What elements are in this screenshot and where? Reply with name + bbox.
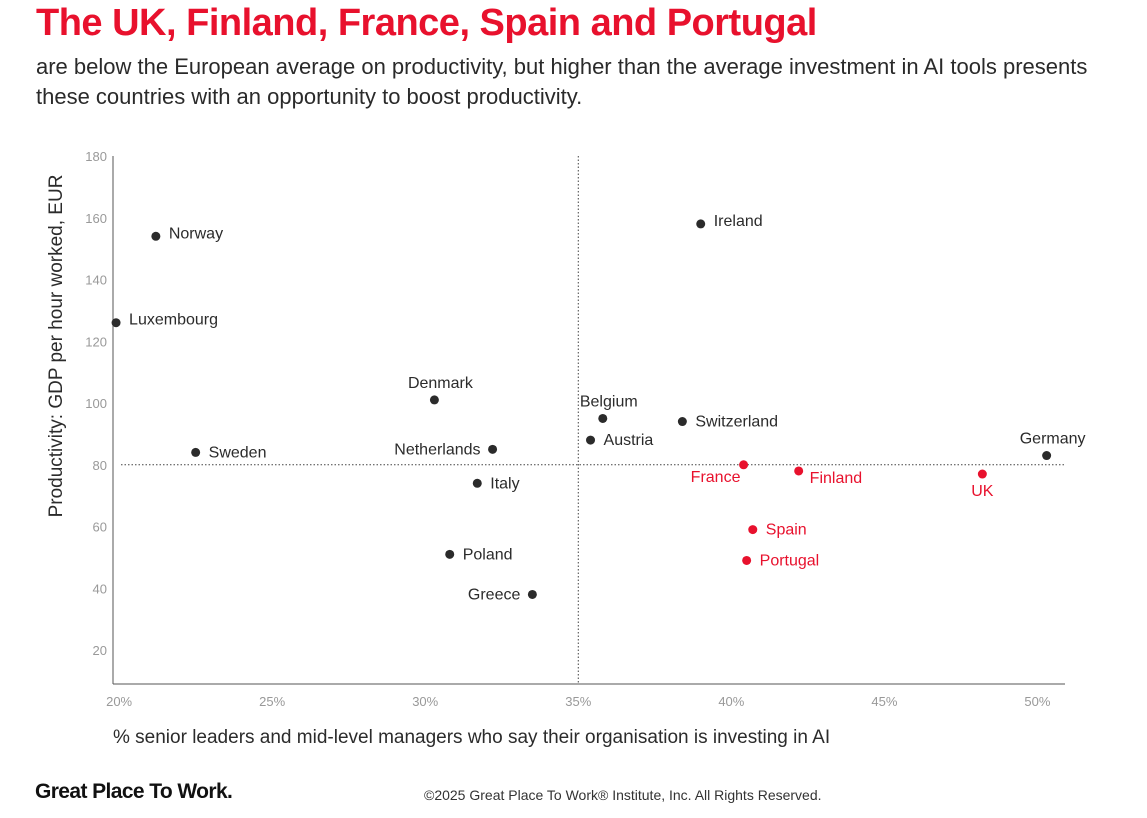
brand-logo: Great Place To Work. xyxy=(35,780,233,803)
x-tick-label: 30% xyxy=(412,694,438,709)
page-title: The UK, Finland, France, Spain and Portu… xyxy=(36,2,817,44)
data-point xyxy=(677,417,687,427)
y-tick-label: 180 xyxy=(85,149,107,164)
data-point xyxy=(1042,451,1052,461)
y-axis-label: Productivity: GDP per hour worked, EUR xyxy=(46,175,67,518)
x-tick-label: 20% xyxy=(106,694,132,709)
data-label: Ireland xyxy=(714,213,763,230)
y-tick-label: 120 xyxy=(85,334,107,349)
data-label: Norway xyxy=(169,225,223,242)
data-label: Luxembourg xyxy=(129,312,218,329)
x-tick-label: 40% xyxy=(718,694,744,709)
data-label: Italy xyxy=(490,475,519,492)
data-point xyxy=(586,435,596,445)
data-label: Portugal xyxy=(760,552,820,569)
y-tick-label: 140 xyxy=(85,273,107,288)
data-point xyxy=(445,549,455,559)
y-tick-label: 40 xyxy=(93,581,107,596)
data-point xyxy=(151,231,161,241)
x-tick-label: 25% xyxy=(259,694,285,709)
y-tick-label: 160 xyxy=(85,211,107,226)
data-point xyxy=(748,525,758,535)
data-point xyxy=(191,447,201,457)
data-point xyxy=(488,444,498,454)
data-label: Switzerland xyxy=(695,414,778,431)
data-label: Sweden xyxy=(209,444,267,461)
x-axis-label: % senior leaders and mid-level managers … xyxy=(113,727,830,748)
data-label: UK xyxy=(971,483,994,500)
data-point xyxy=(742,555,752,565)
copyright-notice: ©2025 Great Place To Work® Institute, In… xyxy=(424,787,822,803)
data-label: France xyxy=(691,469,741,486)
y-tick-label: 20 xyxy=(93,643,107,658)
data-point xyxy=(739,460,749,470)
data-label: Poland xyxy=(463,546,513,563)
data-label: Austria xyxy=(604,432,654,449)
data-label: Denmark xyxy=(408,375,474,392)
data-label: Belgium xyxy=(580,393,638,410)
y-tick-label: 100 xyxy=(85,396,107,411)
data-label: Greece xyxy=(468,586,521,603)
x-tick-label: 45% xyxy=(871,694,897,709)
data-point xyxy=(527,589,537,599)
y-tick-label: 80 xyxy=(93,458,107,473)
x-tick-label: 50% xyxy=(1024,694,1050,709)
page-subtitle: are below the European average on produc… xyxy=(36,54,1088,109)
data-label: Finland xyxy=(810,470,862,487)
x-tick-label: 35% xyxy=(565,694,591,709)
y-tick-label: 60 xyxy=(93,520,107,535)
data-point xyxy=(794,466,804,476)
data-point xyxy=(111,318,121,328)
data-point xyxy=(472,478,482,488)
data-label: Spain xyxy=(766,522,807,539)
data-label: Germany xyxy=(1020,431,1086,448)
data-point xyxy=(696,219,706,229)
data-point xyxy=(977,469,987,479)
data-point xyxy=(429,395,439,405)
data-label: Netherlands xyxy=(394,441,480,458)
data-point xyxy=(598,413,608,423)
